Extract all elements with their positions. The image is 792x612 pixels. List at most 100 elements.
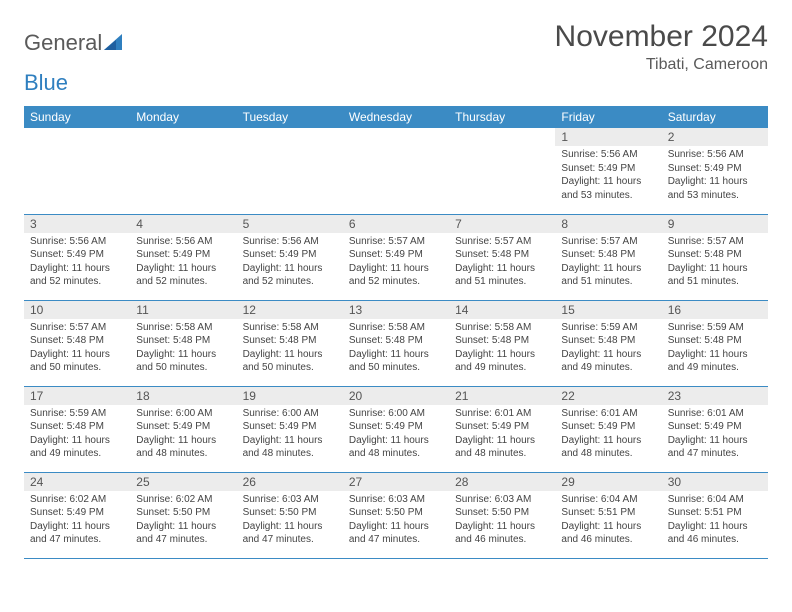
calendar-day-cell: 2Sunrise: 5:56 AMSunset: 5:49 PMDaylight…: [662, 128, 768, 214]
day-number: 18: [130, 387, 236, 405]
sunset-text: Sunset: 5:48 PM: [30, 334, 124, 348]
day-number: 30: [662, 473, 768, 491]
sunset-text: Sunset: 5:51 PM: [561, 506, 655, 520]
calendar-day-cell: 21Sunrise: 6:01 AMSunset: 5:49 PMDayligh…: [449, 386, 555, 472]
weekday-header: Friday: [555, 106, 661, 128]
sunset-text: Sunset: 5:50 PM: [243, 506, 337, 520]
day-content: Sunrise: 5:58 AMSunset: 5:48 PMDaylight:…: [343, 319, 449, 379]
daylight-text: Daylight: 11 hours and 51 minutes.: [561, 262, 655, 289]
day-number: [449, 128, 555, 132]
daylight-text: Daylight: 11 hours and 48 minutes.: [561, 434, 655, 461]
daylight-text: Daylight: 11 hours and 46 minutes.: [455, 520, 549, 547]
sunset-text: Sunset: 5:49 PM: [136, 420, 230, 434]
calendar-day-cell: 12Sunrise: 5:58 AMSunset: 5:48 PMDayligh…: [237, 300, 343, 386]
sunset-text: Sunset: 5:51 PM: [668, 506, 762, 520]
daylight-text: Daylight: 11 hours and 52 minutes.: [136, 262, 230, 289]
sunset-text: Sunset: 5:50 PM: [349, 506, 443, 520]
day-number: 28: [449, 473, 555, 491]
daylight-text: Daylight: 11 hours and 51 minutes.: [668, 262, 762, 289]
logo-sail-icon: [104, 34, 126, 52]
day-content: Sunrise: 5:58 AMSunset: 5:48 PMDaylight:…: [130, 319, 236, 379]
day-content: Sunrise: 5:59 AMSunset: 5:48 PMDaylight:…: [662, 319, 768, 379]
day-content: Sunrise: 6:03 AMSunset: 5:50 PMDaylight:…: [449, 491, 555, 551]
daylight-text: Daylight: 11 hours and 46 minutes.: [668, 520, 762, 547]
day-number: [237, 128, 343, 132]
day-content: Sunrise: 5:56 AMSunset: 5:49 PMDaylight:…: [130, 233, 236, 293]
day-number: [24, 128, 130, 132]
day-content: Sunrise: 5:58 AMSunset: 5:48 PMDaylight:…: [449, 319, 555, 379]
sunrise-text: Sunrise: 6:01 AM: [455, 407, 549, 421]
day-content: Sunrise: 6:02 AMSunset: 5:49 PMDaylight:…: [24, 491, 130, 551]
day-content: Sunrise: 5:57 AMSunset: 5:48 PMDaylight:…: [662, 233, 768, 293]
sunrise-text: Sunrise: 6:03 AM: [243, 493, 337, 507]
daylight-text: Daylight: 11 hours and 52 minutes.: [243, 262, 337, 289]
sunset-text: Sunset: 5:49 PM: [349, 420, 443, 434]
sunrise-text: Sunrise: 6:03 AM: [455, 493, 549, 507]
sunrise-text: Sunrise: 6:02 AM: [136, 493, 230, 507]
weekday-header: Wednesday: [343, 106, 449, 128]
sunrise-text: Sunrise: 6:02 AM: [30, 493, 124, 507]
calendar-day-cell: 22Sunrise: 6:01 AMSunset: 5:49 PMDayligh…: [555, 386, 661, 472]
calendar-day-cell: 19Sunrise: 6:00 AMSunset: 5:49 PMDayligh…: [237, 386, 343, 472]
daylight-text: Daylight: 11 hours and 50 minutes.: [30, 348, 124, 375]
logo-word2: Blue: [24, 70, 68, 96]
sunrise-text: Sunrise: 6:04 AM: [561, 493, 655, 507]
calendar-day-cell: [343, 128, 449, 214]
sunrise-text: Sunrise: 5:59 AM: [30, 407, 124, 421]
weekday-header: Tuesday: [237, 106, 343, 128]
sunrise-text: Sunrise: 5:56 AM: [136, 235, 230, 249]
calendar-day-cell: 6Sunrise: 5:57 AMSunset: 5:49 PMDaylight…: [343, 214, 449, 300]
sunset-text: Sunset: 5:50 PM: [455, 506, 549, 520]
calendar-week-row: 24Sunrise: 6:02 AMSunset: 5:49 PMDayligh…: [24, 472, 768, 558]
day-number: 15: [555, 301, 661, 319]
sunrise-text: Sunrise: 5:57 AM: [455, 235, 549, 249]
sunrise-text: Sunrise: 5:58 AM: [349, 321, 443, 335]
sunset-text: Sunset: 5:48 PM: [668, 334, 762, 348]
calendar-day-cell: 27Sunrise: 6:03 AMSunset: 5:50 PMDayligh…: [343, 472, 449, 558]
day-content: Sunrise: 6:00 AMSunset: 5:49 PMDaylight:…: [237, 405, 343, 465]
day-number: 1: [555, 128, 661, 146]
daylight-text: Daylight: 11 hours and 47 minutes.: [136, 520, 230, 547]
sunset-text: Sunset: 5:49 PM: [243, 420, 337, 434]
calendar-week-row: 1Sunrise: 5:56 AMSunset: 5:49 PMDaylight…: [24, 128, 768, 214]
daylight-text: Daylight: 11 hours and 47 minutes.: [349, 520, 443, 547]
calendar-day-cell: 23Sunrise: 6:01 AMSunset: 5:49 PMDayligh…: [662, 386, 768, 472]
day-number: 16: [662, 301, 768, 319]
day-number: 4: [130, 215, 236, 233]
sunrise-text: Sunrise: 5:56 AM: [243, 235, 337, 249]
sunset-text: Sunset: 5:49 PM: [349, 248, 443, 262]
daylight-text: Daylight: 11 hours and 46 minutes.: [561, 520, 655, 547]
weekday-header: Monday: [130, 106, 236, 128]
calendar-day-cell: 5Sunrise: 5:56 AMSunset: 5:49 PMDaylight…: [237, 214, 343, 300]
month-title: November 2024: [555, 20, 768, 54]
sunset-text: Sunset: 5:49 PM: [455, 420, 549, 434]
calendar-day-cell: [24, 128, 130, 214]
day-number: 20: [343, 387, 449, 405]
day-content: Sunrise: 5:58 AMSunset: 5:48 PMDaylight:…: [237, 319, 343, 379]
calendar-day-cell: 24Sunrise: 6:02 AMSunset: 5:49 PMDayligh…: [24, 472, 130, 558]
calendar-day-cell: 25 Sunrise: 6:02 AMSunset: 5:50 PMDayligh…: [130, 472, 236, 558]
weekday-header-row: Sunday Monday Tuesday Wednesday Thursday…: [24, 106, 768, 128]
calendar-day-cell: 14Sunrise: 5:58 AMSunset: 5:48 PMDayligh…: [449, 300, 555, 386]
day-content: Sunrise: 6:03 AMSunset: 5:50 PMDaylight:…: [343, 491, 449, 551]
sunrise-text: Sunrise: 5:59 AM: [668, 321, 762, 335]
daylight-text: Daylight: 11 hours and 47 minutes.: [30, 520, 124, 547]
day-number: 3: [24, 215, 130, 233]
day-number: 23: [662, 387, 768, 405]
day-content: Sunrise: 5:57 AMSunset: 5:48 PMDaylight:…: [555, 233, 661, 293]
day-number: 17: [24, 387, 130, 405]
location-label: Tibati, Cameroon: [555, 56, 768, 74]
daylight-text: Daylight: 11 hours and 48 minutes.: [243, 434, 337, 461]
sunrise-text: Sunrise: 6:03 AM: [349, 493, 443, 507]
day-number: 6: [343, 215, 449, 233]
calendar-day-cell: 20Sunrise: 6:00 AMSunset: 5:49 PMDayligh…: [343, 386, 449, 472]
daylight-text: Daylight: 11 hours and 49 minutes.: [30, 434, 124, 461]
sunrise-text: Sunrise: 6:04 AM: [668, 493, 762, 507]
calendar-day-cell: 1Sunrise: 5:56 AMSunset: 5:49 PMDaylight…: [555, 128, 661, 214]
sunset-text: Sunset: 5:50 PM: [136, 506, 230, 520]
daylight-text: Daylight: 11 hours and 48 minutes.: [349, 434, 443, 461]
day-content: Sunrise: 5:59 AMSunset: 5:48 PMDaylight:…: [24, 405, 130, 465]
day-number: 25: [130, 473, 236, 491]
calendar-day-cell: 15Sunrise: 5:59 AMSunset: 5:48 PMDayligh…: [555, 300, 661, 386]
calendar-day-cell: 28Sunrise: 6:03 AMSunset: 5:50 PMDayligh…: [449, 472, 555, 558]
